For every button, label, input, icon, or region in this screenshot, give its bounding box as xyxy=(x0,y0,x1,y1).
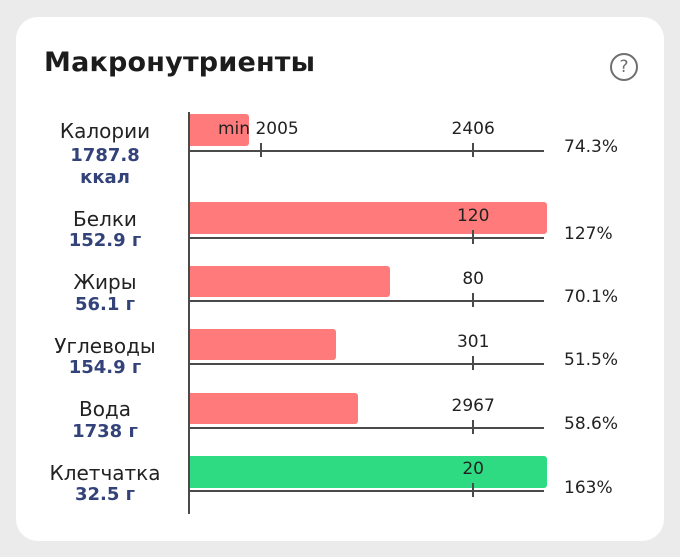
target-label: 20 xyxy=(462,459,485,479)
target-label: 120 xyxy=(456,206,490,226)
axis-line xyxy=(190,427,544,429)
nutrient-label: Клетчатка xyxy=(49,461,161,485)
progress-bar xyxy=(190,393,358,424)
nutrient-label: Жиры xyxy=(73,270,137,294)
target-tick xyxy=(260,143,262,157)
target-tick xyxy=(472,420,474,434)
nutrient-value: 56.1 г xyxy=(74,294,136,315)
target-label: 2406 xyxy=(451,119,495,139)
nutrient-label: Калории xyxy=(59,119,151,143)
target-tick xyxy=(472,483,474,497)
target-tick xyxy=(472,143,474,157)
axis-line xyxy=(190,490,544,492)
percent-label: 127% xyxy=(564,224,613,244)
target-label: min 2005 xyxy=(218,119,299,139)
progress-bar xyxy=(190,266,390,297)
percent-label: 74.3% xyxy=(564,137,619,157)
target-tick xyxy=(472,293,474,307)
target-label: 301 xyxy=(456,332,490,352)
progress-bar xyxy=(190,456,547,488)
progress-bar xyxy=(190,114,249,146)
axis-line xyxy=(190,237,544,239)
nutrient-value: 154.9 г xyxy=(68,357,142,378)
axis-line xyxy=(190,363,544,365)
nutrient-unit: ккал xyxy=(80,167,130,188)
progress-bar xyxy=(190,329,336,360)
target-tick xyxy=(472,356,474,370)
help-icon[interactable]: ? xyxy=(610,53,638,81)
target-tick xyxy=(472,230,474,244)
nutrient-label: Белки xyxy=(73,207,137,231)
nutrient-label: Вода xyxy=(78,397,132,421)
nutrient-label: Углеводы xyxy=(54,334,156,358)
percent-label: 163% xyxy=(564,478,613,498)
axis-line xyxy=(190,300,544,302)
percent-label: 58.6% xyxy=(564,414,619,434)
axis-line xyxy=(190,150,544,152)
nutrient-value: 32.5 г xyxy=(74,484,136,505)
vertical-axis xyxy=(188,112,190,514)
target-label: 2967 xyxy=(451,396,495,416)
nutrient-value: 152.9 г xyxy=(68,230,142,251)
progress-bar xyxy=(190,202,547,234)
percent-label: 51.5% xyxy=(564,350,619,370)
card-title: Макронутриенты xyxy=(44,47,316,78)
percent-label: 70.1% xyxy=(564,287,619,307)
target-label: 80 xyxy=(462,269,485,289)
nutrient-value: 1787.8 xyxy=(70,145,140,166)
nutrient-value: 1738 г xyxy=(72,421,138,442)
